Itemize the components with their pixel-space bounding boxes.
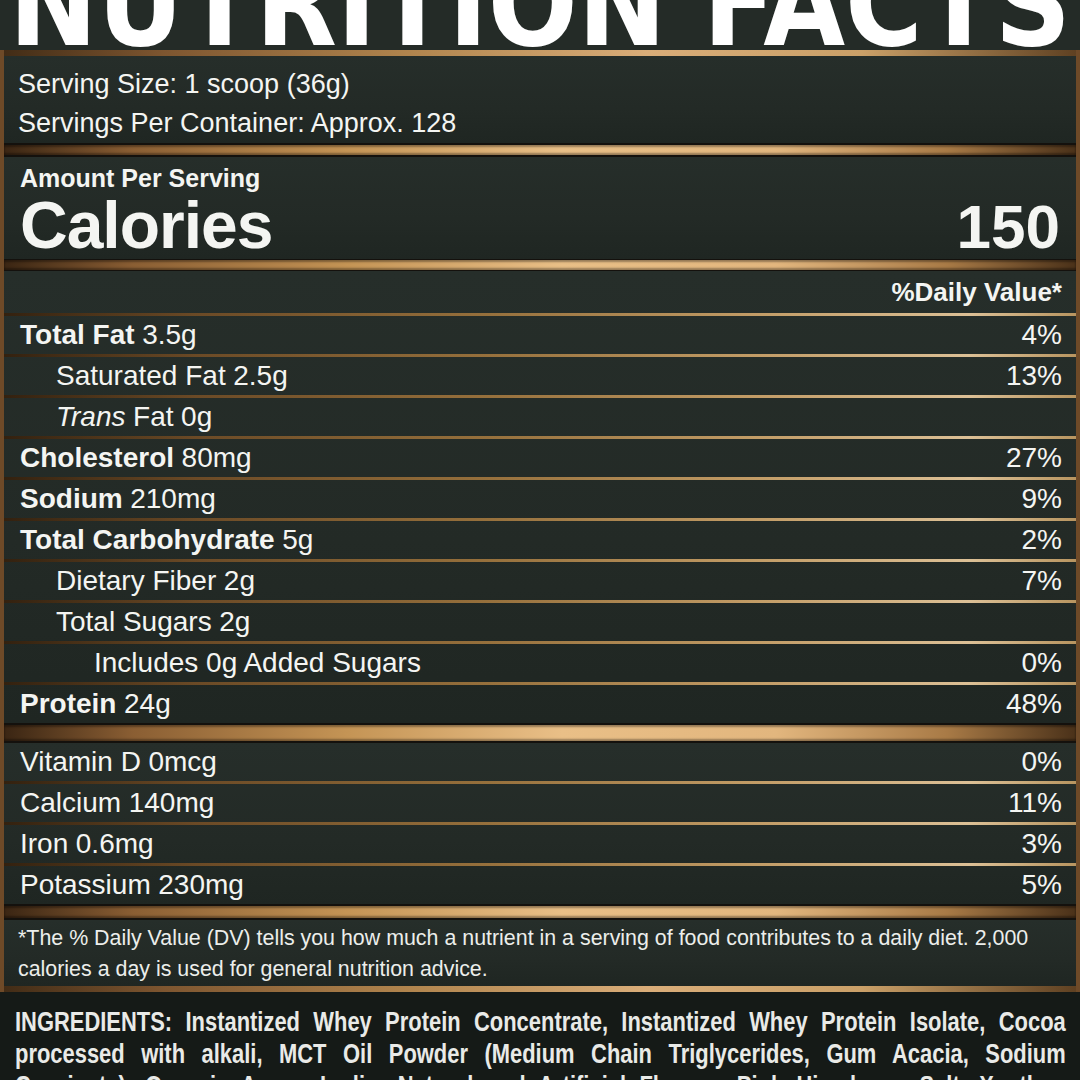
nutrient-label: Includes 0g Added Sugars — [94, 647, 421, 679]
serving-section: Serving Size: 1 scoop (36g) Servings Per… — [4, 56, 1076, 143]
vitamin-label: Iron 0.6mg — [20, 828, 154, 860]
nutrient-qty: 2g — [219, 606, 250, 637]
vitamin-dv: 0% — [1022, 746, 1062, 778]
nutrient-label: Dietary Fiber 2g — [56, 565, 255, 597]
nutrition-label: NUTRITION FACTS Serving Size: 1 scoop (3… — [0, 0, 1080, 1080]
vitamin-label: Potassium230mg — [20, 869, 244, 901]
nutrient-name: Dietary Fiber — [56, 565, 216, 596]
nutrient-row-total-carbohydrate: Total Carbohydrate5g 2% — [4, 521, 1076, 559]
nutrient-name: Includes 0g Added Sugars — [94, 647, 421, 678]
nutrient-row-total-fat: Total Fat3.5g 4% — [4, 316, 1076, 354]
nutrient-dv: 0% — [1022, 647, 1062, 679]
vitamin-row-vitamin-d: Vitamin D0mcg 0% — [4, 743, 1076, 781]
nutrient-row-trans-fat: TransFat 0g — [4, 398, 1076, 436]
nutrition-facts-title-text: NUTRITION FACTS — [9, 0, 1071, 50]
divider-bar — [4, 145, 1076, 155]
vitamin-label: Calcium 140mg — [20, 787, 214, 819]
nutrient-qty: 210mg — [130, 483, 216, 514]
nutrients-section: %Daily Value* Total Fat3.5g 4% Saturated… — [4, 271, 1076, 723]
ingredients-section: INGREDIENTS: Instantized Whey Protein Co… — [0, 992, 1080, 1080]
nutrient-row-total-sugars: Total Sugars2g — [4, 603, 1076, 641]
vitamins-section: Vitamin D0mcg 0% Calcium 140mg 11% Iron 0.… — [4, 743, 1076, 904]
vitamin-row-calcium: Calcium 140mg 11% — [4, 784, 1076, 822]
vitamin-row-potassium: Potassium230mg 5% — [4, 866, 1076, 904]
nutrient-name: Sodium — [20, 483, 123, 514]
nutrient-name: Total Fat — [20, 319, 135, 350]
vitamin-name: Potassium — [20, 869, 151, 900]
ingredients-line: Caseinate), Organic Agave Inulin, Natura… — [15, 1070, 1066, 1080]
nutrient-name: Total Carbohydrate — [20, 524, 275, 555]
vitamin-name: Vitamin D — [20, 746, 141, 777]
nutrient-qty: 2.5g — [233, 360, 288, 391]
nutrient-dv: 4% — [1022, 319, 1062, 351]
title-area: NUTRITION FACTS — [0, 0, 1080, 50]
calories-row: Calories 150 — [20, 194, 1060, 258]
vitamin-qty: 230mg — [158, 869, 244, 900]
vitamin-row-iron: Iron 0.6mg 3% — [4, 825, 1076, 863]
ingredients-line: processed with alkali, MCT Oil Powder (M… — [15, 1038, 1066, 1070]
nutrient-label: Cholesterol 80mg — [20, 442, 252, 474]
nutrient-label: Sodium210mg — [20, 483, 216, 515]
nutrient-label: Saturated Fat2.5g — [56, 360, 288, 392]
nutrient-qty: 2g — [224, 565, 255, 596]
nutrient-label: Total Carbohydrate5g — [20, 524, 313, 556]
nutrient-name-italic: Trans — [56, 401, 126, 432]
nutrient-qty: 3.5g — [142, 319, 197, 350]
calories-label: Calories — [20, 194, 272, 256]
calories-value: 150 — [957, 196, 1060, 258]
daily-value-header: %Daily Value* — [4, 271, 1076, 313]
footnote-section: *The % Daily Value (DV) tells you how mu… — [4, 920, 1076, 986]
serving-size: Serving Size: 1 scoop (36g) — [18, 65, 1062, 104]
footnote-text: *The % Daily Value (DV) tells you how mu… — [18, 923, 1062, 985]
nutrient-row-saturated-fat: Saturated Fat2.5g 13% — [4, 357, 1076, 395]
vitamin-dv: 11% — [1008, 787, 1062, 819]
label-frame: Serving Size: 1 scoop (36g) Servings Per… — [0, 50, 1080, 992]
nutrition-facts-title: NUTRITION FACTS — [0, 0, 1080, 50]
vitamin-label: Vitamin D0mcg — [20, 746, 217, 778]
nutrient-row-cholesterol: Cholesterol 80mg 27% — [4, 439, 1076, 477]
nutrient-qty: 80mg — [182, 442, 252, 473]
nutrient-qty: 0g — [181, 401, 212, 432]
nutrient-label: Protein 24g — [20, 688, 171, 720]
nutrient-qty: 24g — [124, 688, 171, 719]
nutrient-name: Saturated Fat — [56, 360, 226, 391]
nutrient-name: Cholesterol — [20, 442, 174, 473]
vitamin-dv: 3% — [1022, 828, 1062, 860]
nutrient-name: Fat — [133, 401, 173, 432]
nutrient-dv: 48% — [1006, 688, 1062, 720]
divider-bar — [4, 725, 1076, 741]
nutrient-row-dietary-fiber: Dietary Fiber 2g 7% — [4, 562, 1076, 600]
nutrient-dv: 27% — [1006, 442, 1062, 474]
nutrient-dv: 9% — [1022, 483, 1062, 515]
nutrient-label: Total Sugars2g — [56, 606, 250, 638]
nutrient-row-added-sugars: Includes 0g Added Sugars 0% — [4, 644, 1076, 682]
vitamin-dv: 5% — [1022, 869, 1062, 901]
ingredients-text: INGREDIENTS: Instantized Whey Protein Co… — [15, 1006, 1066, 1080]
vitamin-qty: 0.6mg — [76, 828, 154, 859]
nutrient-name: Protein — [20, 688, 116, 719]
vitamin-qty: 0mcg — [148, 746, 216, 777]
nutrient-label: TransFat 0g — [56, 401, 212, 433]
nutrient-dv: 2% — [1022, 524, 1062, 556]
divider-bar — [4, 906, 1076, 918]
servings-per-container: Servings Per Container: Approx. 128 — [18, 104, 1062, 143]
nutrient-dv: 7% — [1022, 565, 1062, 597]
nutrient-qty: 5g — [282, 524, 313, 555]
nutrient-row-protein: Protein 24g 48% — [4, 685, 1076, 723]
calories-section: Amount Per Serving Calories 150 — [4, 157, 1076, 259]
vitamin-name: Iron — [20, 828, 68, 859]
nutrient-label: Total Fat3.5g — [20, 319, 197, 351]
ingredients-line: INGREDIENTS: Instantized Whey Protein Co… — [15, 1006, 1066, 1038]
nutrient-row-sodium: Sodium210mg 9% — [4, 480, 1076, 518]
nutrient-dv: 13% — [1006, 360, 1062, 392]
vitamin-name: Calcium — [20, 787, 121, 818]
vitamin-qty: 140mg — [129, 787, 215, 818]
nutrient-name: Total Sugars — [56, 606, 212, 637]
